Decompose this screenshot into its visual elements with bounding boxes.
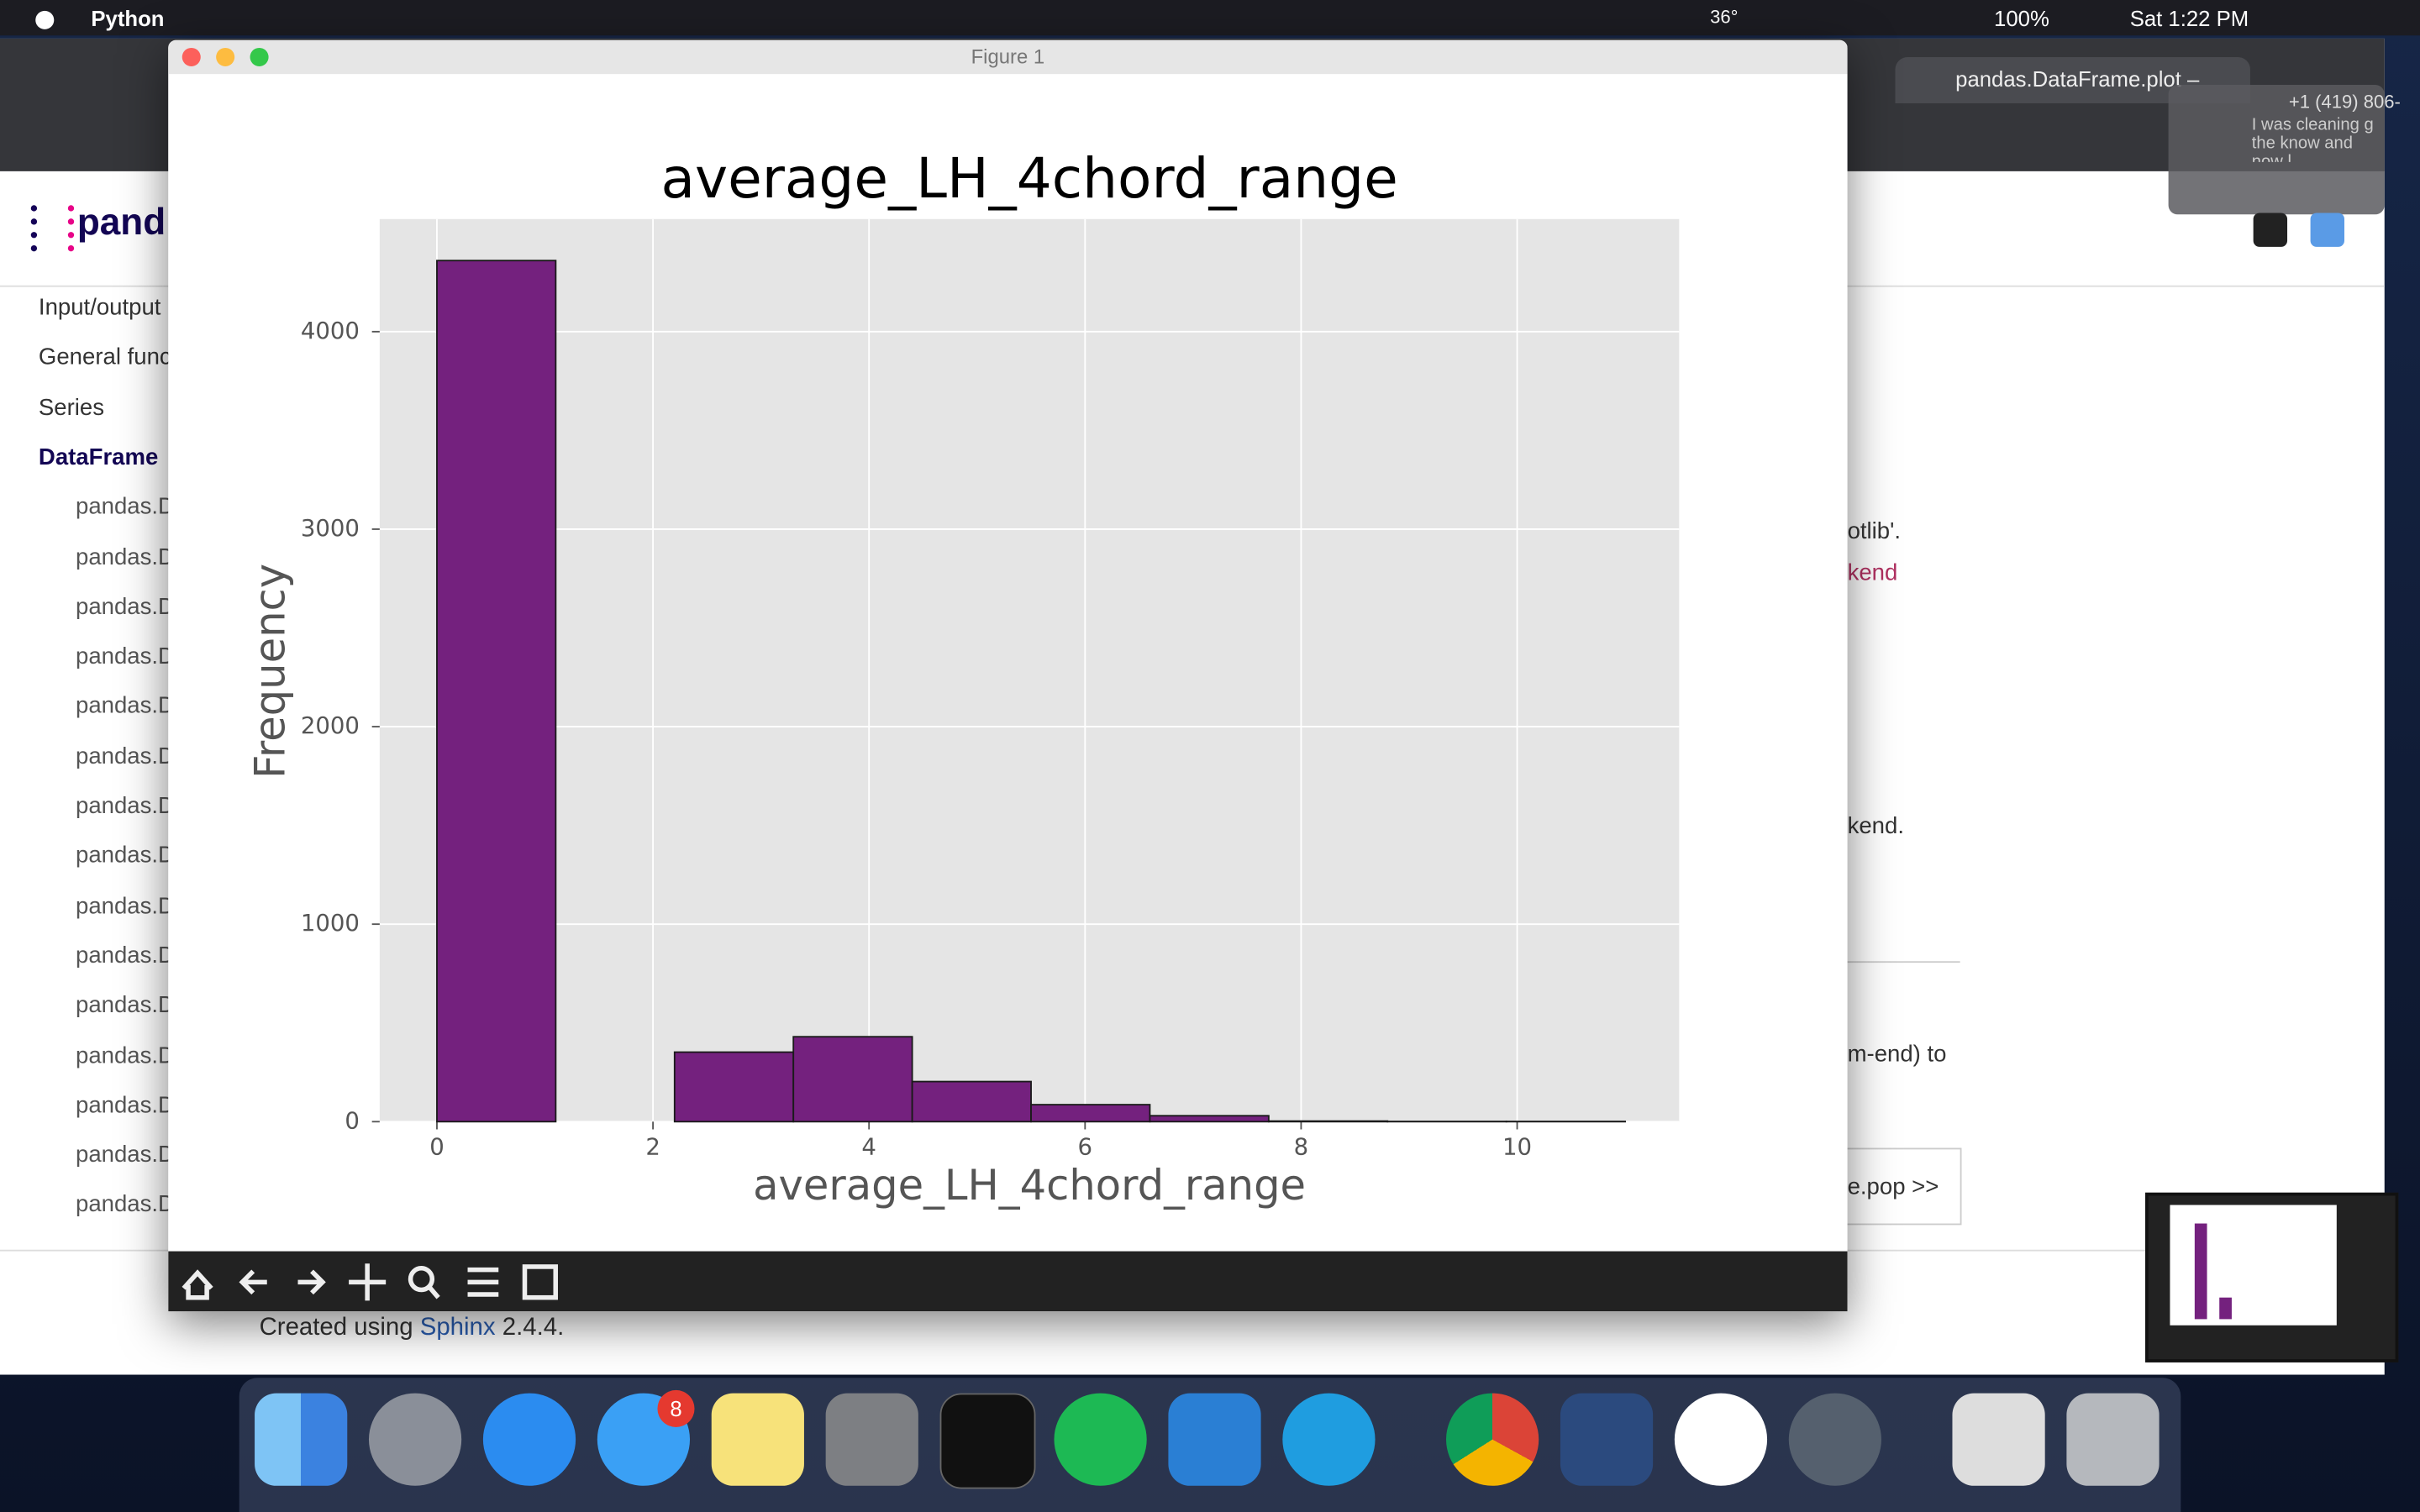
- next-button[interactable]: e.pop >>: [1836, 1147, 1962, 1226]
- bar: [1030, 1104, 1151, 1123]
- sidebar-link[interactable]: pandas.D: [76, 1092, 175, 1119]
- menu-bar: Python 36° 100% Sat 1:22 PM: [0, 0, 2420, 36]
- window-controls[interactable]: [181, 46, 273, 68]
- mongodb-icon[interactable]: [1674, 1393, 1768, 1486]
- bar: [792, 1036, 913, 1123]
- window-title-bar: Figure 1: [168, 39, 1848, 75]
- dock: 8: [239, 1378, 2181, 1512]
- sidebar-link[interactable]: pandas.D: [76, 1142, 175, 1168]
- x-axis-label: average_LH_4chord_range: [753, 1161, 1306, 1210]
- spotify-icon[interactable]: [1054, 1393, 1147, 1486]
- footer: Created using Sphinx 2.4.4.: [260, 1315, 565, 1342]
- launchpad-icon[interactable]: [368, 1393, 462, 1486]
- trash-icon[interactable]: [2066, 1393, 2160, 1486]
- browser-tab[interactable]: pandas.DataFrame.plot –: [1955, 66, 2200, 92]
- configure-button[interactable]: [467, 1267, 499, 1297]
- pan-button[interactable]: [349, 1263, 387, 1301]
- chart-title: average_LH_4chord_range: [660, 146, 1397, 211]
- next-label[interactable]: e.pop >>: [1847, 1173, 1939, 1200]
- sidebar-link[interactable]: Series: [38, 394, 105, 421]
- sidebar-link[interactable]: pandas.D: [76, 1191, 175, 1218]
- sidebar-link[interactable]: pandas.D: [76, 992, 175, 1019]
- x-tick-label: 4: [861, 1134, 876, 1161]
- sidebar-link[interactable]: pandas.D: [76, 1042, 175, 1068]
- window-title: Figure 1: [971, 45, 1045, 68]
- figure-window: Figure 1 average_LH_4chord_range average…: [168, 39, 1848, 1312]
- toolbar-icons: [182, 1263, 558, 1301]
- finder-icon[interactable]: [255, 1393, 348, 1486]
- footer-link[interactable]: Sphinx: [419, 1314, 496, 1341]
- notification-text: I was cleaning g the know and now l: [2251, 115, 2374, 162]
- badge: 8: [657, 1389, 695, 1427]
- home-button[interactable]: [182, 1269, 213, 1300]
- zoom-button[interactable]: [408, 1266, 435, 1293]
- y-axis-label: Frequency: [246, 564, 295, 779]
- notification[interactable]: +1 (419) 806- I was cleaning g the know …: [2168, 85, 2401, 215]
- terminal-icon[interactable]: [939, 1393, 1036, 1489]
- apple-logo[interactable]: [34, 5, 55, 31]
- safari-icon[interactable]: [482, 1393, 576, 1486]
- x-tick-label: 6: [1078, 1134, 1093, 1161]
- sidebar-link[interactable]: pandas.D: [76, 643, 175, 670]
- sidebar-link[interactable]: pandas.D: [76, 593, 175, 620]
- app-name[interactable]: Python: [91, 6, 165, 31]
- y-tick-label: 1000: [301, 910, 360, 937]
- mysql-icon[interactable]: [1560, 1393, 1654, 1486]
- sidebar-link[interactable]: pandas.D: [76, 942, 175, 969]
- y-tick-label: 4000: [301, 318, 360, 344]
- sidebar-link[interactable]: pandas.D: [76, 693, 175, 720]
- content-text: kend.: [1847, 812, 1904, 840]
- bar: [673, 1051, 795, 1123]
- notification-sender: +1 (419) 806-: [2288, 91, 2401, 113]
- chart: average_LH_4chord_range average_LH_4chor…: [246, 146, 1680, 1210]
- notes-icon[interactable]: [711, 1393, 804, 1486]
- sidebar-link[interactable]: pandas.D: [76, 743, 175, 769]
- bar: [1267, 1120, 1389, 1123]
- x-tick-label: 10: [1502, 1134, 1532, 1161]
- bar: [911, 1080, 1032, 1123]
- python-icon[interactable]: [1788, 1393, 1881, 1486]
- x-tick-label: 8: [1294, 1134, 1309, 1161]
- battery[interactable]: 100%: [1994, 6, 2049, 31]
- settings-icon[interactable]: [825, 1393, 918, 1486]
- content-text: m-end) to: [1847, 1041, 1947, 1068]
- chrome-icon[interactable]: [1446, 1393, 1539, 1486]
- content-link[interactable]: kend: [1847, 559, 1898, 586]
- x-tick-label: 0: [429, 1134, 445, 1161]
- footer-version: 2.4.4.: [502, 1314, 565, 1341]
- y-tick-label: 2000: [301, 712, 360, 739]
- github-icon[interactable]: [2253, 213, 2288, 247]
- sidebar-link[interactable]: pandas.D: [76, 843, 175, 869]
- downloads-icon[interactable]: [1952, 1393, 2045, 1486]
- plot-area: [379, 218, 1680, 1122]
- clock[interactable]: Sat 1:22 PM: [2129, 6, 2249, 31]
- temperature[interactable]: 36°: [1710, 6, 1739, 29]
- sidebar-link[interactable]: pandas.D: [76, 494, 175, 521]
- sidebar-link[interactable]: Input/output: [38, 294, 161, 322]
- y-tick-label: 3000: [301, 515, 360, 542]
- bar: [1149, 1115, 1270, 1123]
- window-thumbnail[interactable]: [2145, 1192, 2399, 1362]
- edge-icon[interactable]: [1282, 1393, 1376, 1486]
- bar: [436, 260, 557, 1123]
- logo[interactable]: pand: [76, 202, 166, 244]
- sidebar-link[interactable]: DataFrame: [38, 444, 159, 471]
- content-text: otlib'.: [1847, 518, 1902, 545]
- vscode-icon[interactable]: [1168, 1393, 1261, 1486]
- footer-text: Created using: [259, 1314, 413, 1341]
- sidebar-link[interactable]: pandas.D: [76, 892, 175, 919]
- toolbar: [168, 1251, 1848, 1312]
- forward-button[interactable]: [297, 1269, 326, 1295]
- twitter-icon[interactable]: [2310, 213, 2345, 247]
- sidebar-link[interactable]: pandas.D: [76, 543, 175, 570]
- sidebar-link[interactable]: pandas.D: [76, 793, 175, 820]
- sidebar-link[interactable]: General funct: [38, 344, 178, 371]
- y-tick-label: 0: [345, 1107, 360, 1134]
- back-button[interactable]: [239, 1269, 267, 1295]
- x-tick-label: 2: [645, 1134, 660, 1161]
- save-button[interactable]: [522, 1264, 558, 1300]
